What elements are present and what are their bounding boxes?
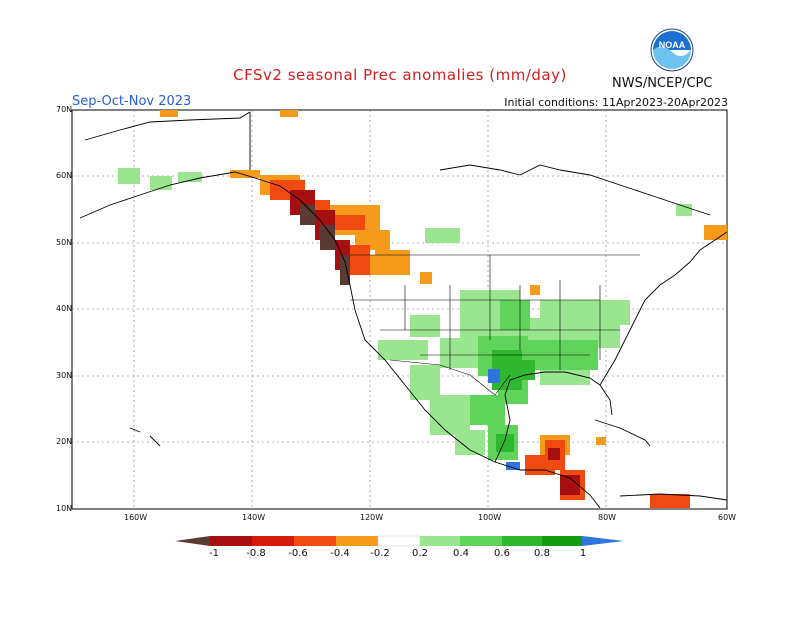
lat-label-40n: 40N	[56, 304, 73, 313]
noaa-logo-text: NOAA	[659, 40, 686, 50]
colorbar-label-8: 0.6	[494, 548, 510, 559]
initial-conditions-label: Initial conditions: 11Apr2023-20Apr2023	[504, 96, 728, 109]
coastlines	[79, 111, 728, 509]
colorbar-swatch-1	[175, 536, 210, 546]
colorbar-swatch-5	[336, 536, 378, 546]
colorbar-swatch-2	[210, 536, 252, 546]
colorbar-label-2: -0.8	[246, 548, 266, 559]
lon-label-160w: 160W	[124, 513, 148, 522]
colorbar-label-6: 0.2	[412, 548, 428, 559]
lat-label-70n: 70N	[56, 105, 73, 114]
colorbar	[175, 535, 624, 547]
anomaly-positive-dark	[492, 350, 535, 452]
colorbar-swatch-9	[502, 536, 542, 546]
noaa-logo-icon: NOAA	[650, 28, 694, 72]
political-borders	[350, 254, 640, 396]
agency-label: NWS/NCEP/CPC	[612, 76, 713, 91]
anomaly-negative-max	[300, 205, 350, 285]
colorbar-label-10: 1	[579, 548, 587, 559]
lat-label-20n: 20N	[56, 437, 73, 446]
lon-label-120w: 120W	[360, 513, 384, 522]
map-title: CFSv2 seasonal Prec anomalies (mm/day)	[233, 66, 567, 84]
season-label: Sep-Oct-Nov 2023	[72, 94, 192, 109]
lat-label-60n: 60N	[56, 171, 73, 180]
colorbar-swatch-4	[294, 536, 336, 546]
colorbar-label-9: 0.8	[534, 548, 550, 559]
colorbar-label-7: 0.4	[453, 548, 469, 559]
colorbar-label-4: -0.4	[330, 548, 350, 559]
colorbar-swatch-6	[377, 535, 421, 547]
colorbar-swatch-8	[460, 536, 502, 546]
lon-label-100w: 100W	[478, 513, 502, 522]
lat-label-50n: 50N	[56, 238, 73, 247]
colorbar-swatch-11	[582, 536, 624, 546]
colorbar-swatch-7	[420, 536, 460, 546]
colorbar-label-5: -0.2	[370, 548, 390, 559]
colorbar-swatch-3	[252, 536, 294, 546]
lon-label-60w: 60W	[718, 513, 737, 522]
anomaly-positive-max	[488, 369, 520, 470]
colorbar-swatch-10	[542, 536, 582, 546]
colorbar-label-3: -0.6	[288, 548, 308, 559]
lon-label-140w: 140W	[242, 513, 266, 522]
lat-label-30n: 30N	[56, 371, 73, 380]
colorbar-label-1: -1	[209, 548, 219, 559]
lon-label-80w: 80W	[598, 513, 617, 522]
lat-label-10n: 10N	[56, 504, 73, 513]
